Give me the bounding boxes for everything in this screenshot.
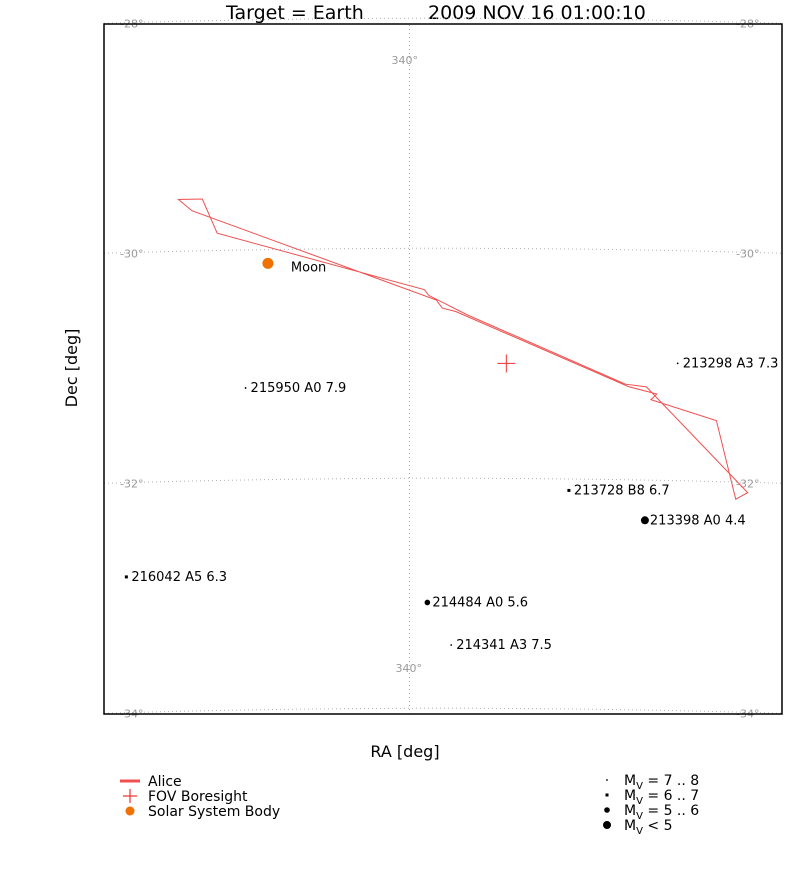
dec-grid-label-right: -30° (736, 247, 759, 260)
star-marker (567, 488, 571, 492)
legend-mag-subscript: V (636, 781, 643, 792)
legend-mag-label: MV < 5 (624, 818, 672, 837)
legend-mag-range: < 5 (643, 818, 673, 834)
ra-grid-label-bottom: 340° (395, 662, 422, 675)
star-marker (124, 575, 128, 579)
legend-mag-label: MV = 6 .. 7 (624, 788, 699, 807)
alice-fov-layer (177, 198, 749, 500)
legend-mag-range: = 6 .. 7 (643, 788, 699, 804)
star-label: 213298 A3 7.3 (683, 356, 779, 371)
star-marker (640, 516, 649, 525)
grid-layer: -28° -28°-30° -30°-32° -32°-34° -34°340°340° (103, 17, 783, 720)
legend-mag-marker (603, 821, 611, 829)
star-label: 216042 A5 6.3 (131, 570, 227, 585)
star-label: 215950 A0 7.9 (251, 381, 347, 396)
legend-mag-label: MV = 7 .. 8 (624, 773, 699, 792)
legend-mag-marker (606, 779, 608, 781)
chart-title-target: Target = Earth (225, 2, 364, 24)
dec-grid-label-left: -32° (120, 477, 143, 490)
legend-mag-label: MV = 5 .. 6 (624, 803, 699, 822)
star-label: 214341 A3 7.5 (456, 638, 552, 653)
dec-grid-line (103, 477, 783, 484)
star-label: 213398 A0 4.4 (650, 513, 746, 528)
y-axis-label: Dec [deg] (62, 329, 81, 408)
star-marker (676, 362, 679, 365)
legend-mag-prefix: M (624, 803, 636, 819)
legend-label: Solar System Body (148, 804, 280, 820)
star-label: 213728 B8 6.7 (574, 483, 670, 498)
x-axis-label: RA [deg] (370, 742, 439, 761)
legend-mag-marker (605, 793, 609, 797)
legend-right: MV = 7 .. 8MV = 6 .. 7MV = 5 .. 6MV < 5 (603, 773, 699, 837)
legend-mag-subscript: V (636, 826, 643, 837)
chart-title-datetime: 2009 NOV 16 01:00:10 (428, 2, 646, 24)
legend-mag-prefix: M (624, 788, 636, 804)
legend-mag-subscript: V (636, 796, 643, 807)
legend-mag-prefix: M (624, 773, 636, 789)
dec-grid-line (103, 247, 783, 254)
legend-mag-range: = 5 .. 6 (643, 803, 699, 819)
star-label: 214484 A0 5.6 (432, 595, 528, 610)
legend-mag-subscript: V (636, 811, 643, 822)
star-marker (424, 599, 431, 606)
ra-grid-label-top: 340° (391, 54, 418, 67)
dec-grid-line (103, 707, 783, 714)
legend-label: Alice (148, 774, 182, 790)
dec-grid-label-left: -30° (120, 247, 143, 260)
star-marker (244, 387, 247, 389)
solar-body-marker (262, 257, 274, 269)
legend-solar-body-swatch (125, 806, 135, 816)
solar-body-label: Moon (291, 260, 326, 275)
alice-fov-outline (177, 198, 749, 500)
legend-mag-prefix: M (624, 818, 636, 834)
plot-frame (103, 23, 783, 715)
solar-system-layer: Moon (262, 257, 326, 275)
legend-mag-marker (604, 807, 610, 813)
star-marker (450, 644, 453, 646)
stars-layer: 213298 A3 7.3 215950 A0 7.9 213728 B8 6.7 2… (124, 356, 779, 653)
legend-mag-range: = 7 .. 8 (643, 773, 699, 789)
legend-label: FOV Boresight (148, 789, 248, 805)
